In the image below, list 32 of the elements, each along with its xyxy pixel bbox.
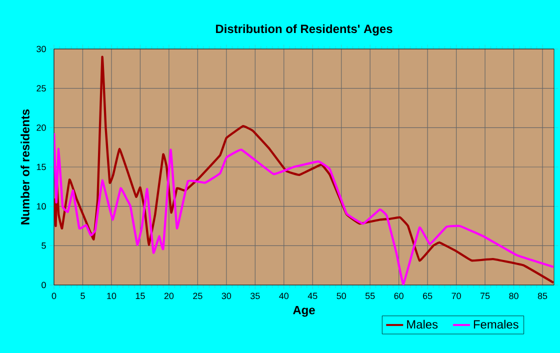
line-series bbox=[54, 132, 554, 285]
y-axis-title: Number of residents bbox=[20, 109, 30, 224]
y-tick-label: 5 bbox=[42, 242, 46, 249]
x-tick-label: 10 bbox=[107, 292, 116, 300]
x-tick-label: 45 bbox=[308, 292, 318, 300]
x-tick-label: 20 bbox=[164, 292, 174, 300]
legend-label: Females bbox=[474, 320, 518, 329]
x-tick-label: 65 bbox=[423, 292, 432, 300]
y-tick-label: 30 bbox=[36, 46, 46, 52]
x-tick-label: 55 bbox=[365, 292, 375, 300]
y-tick-label: 10 bbox=[36, 203, 46, 210]
x-tick-label: 25 bbox=[193, 292, 202, 300]
chart-title: Distribution of Residents' Ages bbox=[216, 24, 392, 36]
x-tick-label: 5 bbox=[80, 292, 85, 300]
x-tick-label: 40 bbox=[279, 292, 289, 300]
x-tick-label: 80 bbox=[509, 292, 518, 300]
x-tick-label: 0 bbox=[52, 292, 56, 300]
x-tick-label: 15 bbox=[136, 292, 145, 300]
x-tick-label: 60 bbox=[394, 292, 404, 300]
line-series bbox=[54, 56, 554, 284]
y-tick-label: 0 bbox=[42, 282, 46, 288]
x-tick-label: 50 bbox=[336, 292, 346, 300]
x-tick-label: 75 bbox=[480, 292, 490, 300]
x-tick-label: 70 bbox=[452, 292, 461, 300]
x-axis-title: Age bbox=[293, 306, 315, 317]
x-tick-label: 35 bbox=[250, 292, 260, 300]
x-tick-label: 30 bbox=[222, 292, 232, 300]
y-tick-label: 20 bbox=[36, 124, 46, 131]
legend-label: Males bbox=[407, 320, 438, 329]
y-tick-label: 15 bbox=[36, 164, 46, 170]
x-tick-label: 85 bbox=[538, 292, 548, 300]
y-tick-label: 25 bbox=[36, 85, 46, 92]
